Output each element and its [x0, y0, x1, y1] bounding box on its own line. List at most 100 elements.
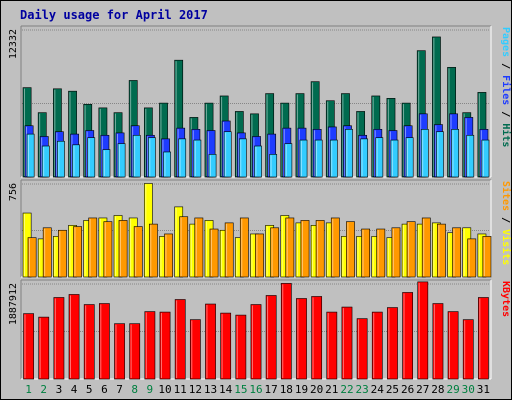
sites-bar-highlight — [438, 225, 440, 276]
kbytes-bar — [114, 323, 125, 380]
pages-bar — [208, 154, 217, 178]
visits-bar-highlight — [190, 225, 192, 276]
sites-bar — [270, 227, 280, 278]
pages-bar-face — [163, 151, 171, 178]
hits-bar-highlight — [433, 37, 435, 176]
hits-bar-highlight — [296, 94, 298, 176]
pages-bar-highlight — [209, 155, 211, 176]
sites-bar-face — [179, 216, 189, 278]
sites-bar-face — [330, 217, 340, 278]
pages-bar — [360, 138, 369, 178]
y-axis-label-part: Visits — [500, 229, 512, 265]
x-tick-label: 4 — [71, 383, 78, 396]
pages-bar-highlight — [103, 150, 105, 176]
sites-bar-face — [73, 226, 82, 278]
visits-bar-highlight — [236, 238, 238, 276]
pages-bar-face — [466, 134, 475, 178]
kbytes-bar-face — [159, 311, 171, 380]
x-tick-label: 9 — [147, 383, 154, 396]
pages-bar-highlight — [422, 130, 424, 176]
pages-bar-face — [102, 149, 111, 178]
sites-bar-highlight — [226, 223, 228, 276]
sites-bar-face — [118, 220, 128, 278]
hits-bar-highlight — [190, 118, 192, 176]
kbytes-bar-face — [38, 316, 50, 380]
hits-bar-highlight — [160, 104, 162, 176]
sites-bar-face — [270, 227, 280, 278]
visits-bar-highlight — [145, 184, 147, 276]
hits-bar-highlight — [39, 113, 41, 176]
panel-1: 12332 Pages / Files / Hits — [8, 25, 512, 178]
sites-bar-highlight — [392, 228, 394, 276]
kbytes-bar — [144, 311, 156, 380]
pages-bar — [147, 137, 156, 178]
sites-bar-highlight — [119, 221, 121, 276]
hits-bar-highlight — [69, 92, 71, 176]
y-axis-label-part: / — [500, 105, 511, 123]
pages-bar-face — [299, 139, 308, 178]
sites-bar-highlight — [210, 230, 212, 276]
hits-bar-highlight — [266, 94, 268, 176]
kbytes-bar — [53, 297, 65, 380]
sites-bar-face — [346, 221, 355, 278]
kbytes-bar — [23, 313, 34, 380]
sites-bar — [27, 237, 37, 278]
y-max-label: 756 — [8, 183, 19, 201]
hits-bar-highlight — [312, 82, 314, 176]
hits-bar-highlight — [463, 113, 465, 176]
x-tick-label: 3 — [56, 383, 63, 396]
pages-bar — [26, 133, 35, 178]
kbytes-bar — [159, 311, 171, 380]
sites-bar-highlight — [74, 227, 76, 276]
kbytes-bar-face — [68, 294, 80, 380]
sites-bar-highlight — [165, 234, 167, 276]
y-max-label: 12332 — [8, 29, 19, 59]
kbytes-bar-highlight — [433, 304, 435, 378]
sites-bar — [42, 227, 52, 278]
kbytes-bar-highlight — [327, 313, 329, 378]
x-tick-label: 28 — [431, 383, 444, 396]
pages-bar-face — [132, 134, 141, 178]
sites-bar-highlight — [150, 225, 152, 276]
kbytes-bar-highlight — [358, 319, 360, 378]
hits-bar-highlight — [478, 93, 480, 176]
x-tick-label: 16 — [249, 383, 262, 396]
x-tick-label: 2 — [40, 383, 47, 396]
x-tick-label: 24 — [371, 383, 385, 396]
kbytes-bar-highlight — [54, 298, 56, 378]
kbytes-bar — [296, 298, 307, 380]
hits-bar-highlight — [372, 96, 374, 176]
kbytes-bar-face — [296, 298, 307, 380]
kbytes-bar-face — [387, 307, 398, 380]
x-tick-label: 20 — [310, 383, 323, 396]
pages-bar-face — [375, 137, 384, 178]
kbytes-bar-highlight — [251, 305, 253, 378]
kbytes-bar-face — [99, 303, 110, 380]
pages-bar-face — [117, 143, 126, 178]
hits-bar-highlight — [84, 105, 86, 176]
sites-bar — [330, 217, 340, 278]
kbytes-bar-highlight — [449, 312, 451, 378]
y-axis-label: Sites / Visits — [500, 181, 512, 265]
pages-bar-highlight — [28, 135, 29, 176]
pages-bar-highlight — [467, 136, 469, 176]
pages-bar-face — [26, 133, 35, 178]
sites-bar — [148, 223, 158, 278]
pages-bar-highlight — [361, 139, 363, 176]
kbytes-bar-highlight — [479, 298, 481, 378]
sites-bar-face — [133, 226, 143, 278]
sites-bar-face — [42, 227, 52, 278]
sites-bar — [452, 227, 461, 278]
pages-bar-face — [345, 129, 353, 178]
files-bar-highlight — [86, 131, 88, 176]
sites-bar-face — [391, 227, 401, 278]
sites-bar-highlight — [286, 218, 288, 276]
y-axis-label: KBytes — [500, 281, 511, 317]
pages-bar — [284, 143, 293, 178]
kbytes-bar-highlight — [39, 318, 41, 378]
sites-bar — [437, 223, 446, 278]
x-tick-label: 13 — [204, 383, 217, 396]
files-bar-highlight — [147, 136, 149, 176]
pages-bar — [405, 137, 414, 178]
pages-bar — [57, 140, 65, 178]
